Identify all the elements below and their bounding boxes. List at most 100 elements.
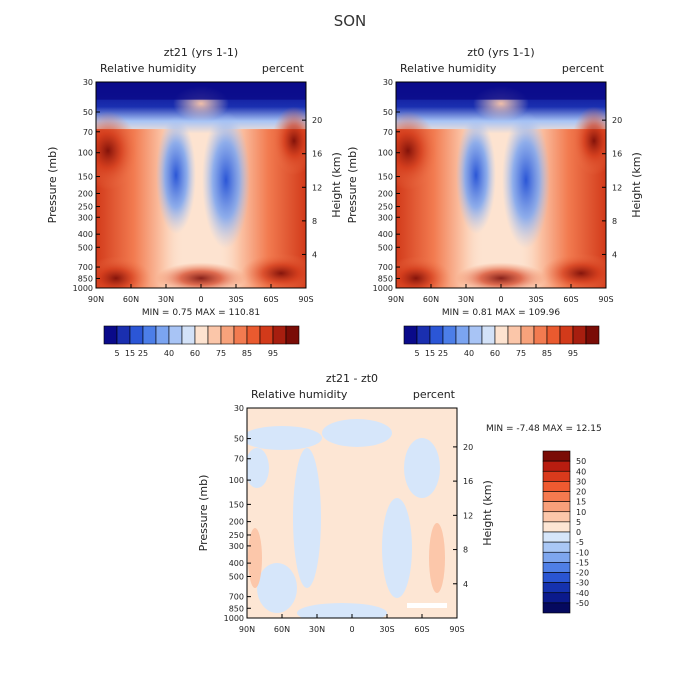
field-dry-zone [502, 111, 550, 249]
colorbar-swatch [194, 325, 209, 345]
y-tick-label: 1000 [224, 614, 244, 623]
colorbar-swatch [220, 325, 235, 345]
y-tick-label: 150 [78, 173, 93, 182]
y2-tick-label: 16 [463, 477, 473, 486]
stats-label: MIN = 0.75 MAX = 110.81 [142, 308, 260, 318]
y-tick-label: 400 [229, 559, 244, 568]
x-tick-label: 90N [88, 295, 104, 304]
colorbar-swatch [442, 325, 457, 345]
y2-tick-label: 16 [612, 150, 622, 159]
field-area [247, 408, 457, 618]
x-tick-label: 30S [228, 295, 243, 304]
panel-1: zt0 (yrs 1-1) Relative humidity percent 90N… [346, 46, 643, 358]
field-label: Relative humidity [100, 62, 197, 75]
y2-tick-label: 20 [312, 116, 322, 125]
field-blob [396, 111, 438, 190]
field-neg-zone [382, 498, 412, 598]
x-tick-label: 90S [298, 295, 313, 304]
field-dry-zone [156, 116, 196, 235]
y-tick-label: 100 [78, 149, 93, 158]
field-neg-zone [404, 438, 440, 498]
field-neg-zone [297, 603, 387, 618]
panel-title: zt0 (yrs 1-1) [467, 46, 534, 59]
colorbar-swatch [103, 325, 118, 345]
panel-0: zt21 (yrs 1-1) Relative humidity percent 90… [46, 46, 343, 358]
colorbar-swatch [542, 460, 571, 472]
colorbar-swatch [542, 582, 571, 594]
y-tick-label: 250 [378, 203, 393, 212]
colorbar-swatch [542, 481, 571, 492]
colorbar-label: 5 [414, 349, 419, 358]
units-label: percent [262, 62, 305, 75]
colorbar-swatch [272, 325, 287, 345]
x-tick-label: 0 [349, 625, 354, 634]
colorbar-swatch [542, 602, 571, 614]
field-blob [396, 256, 451, 289]
x-tick-label: 30N [309, 625, 325, 634]
y-tick-label: 70 [383, 128, 393, 137]
field-blob [156, 262, 246, 289]
y-tick-label: 1000 [373, 284, 393, 293]
y-axis-label: Pressure (mb) [197, 475, 210, 552]
colorbar-swatch [542, 521, 571, 533]
y2-tick-label: 20 [463, 443, 473, 452]
y2-axis-label: Height (km) [330, 152, 343, 218]
y-tick-label: 850 [78, 274, 93, 283]
colorbar-label: 10 [576, 508, 586, 517]
field-neg-zone [247, 448, 269, 488]
colorbar-label: -20 [576, 569, 589, 578]
y-tick-label: 70 [83, 128, 93, 137]
x-tick-label: 90N [388, 295, 404, 304]
colorbar-swatch [542, 562, 571, 573]
field-neg-zone [293, 448, 321, 588]
x-tick-label: 0 [198, 295, 203, 304]
x-tick-label: 60S [563, 295, 578, 304]
field-blob [96, 256, 151, 289]
colorbar-swatch [246, 325, 261, 345]
y-tick-label: 400 [78, 230, 93, 239]
units-label: percent [562, 62, 605, 75]
panel-title: zt21 (yrs 1-1) [164, 46, 238, 59]
colorbar-label: 5 [576, 518, 581, 527]
colorbar-label: 40 [576, 467, 586, 476]
colorbar: 5 15 25 40 60 75 85 95 [103, 325, 300, 358]
field-dry-zone [202, 111, 250, 249]
colorbar-swatch [259, 325, 274, 345]
colorbar-swatch [542, 470, 571, 482]
colorbar-label: 40 [164, 349, 174, 358]
colorbar-swatch [429, 325, 444, 345]
colorbar-swatch [542, 511, 571, 523]
colorbar-label: 50 [576, 457, 586, 466]
colorbar-swatch [542, 531, 571, 543]
colorbar-swatch [285, 325, 300, 345]
colorbar-label: -40 [576, 589, 589, 598]
colorbar-label: 20 [576, 488, 586, 497]
colorbar-swatch [542, 501, 571, 513]
x-tick-label: 60N [423, 295, 439, 304]
colorbar-label: 15 [576, 498, 586, 507]
colorbar-label: -5 [576, 538, 584, 547]
colorbar-swatch [233, 325, 248, 345]
y-tick-label: 250 [78, 203, 93, 212]
stats-label: MIN = -7.48 MAX = 12.15 [486, 424, 602, 434]
field-pos-zone [248, 528, 262, 588]
field-neg-zone [322, 419, 392, 447]
x-tick-label: 30S [379, 625, 394, 634]
colorbar-label: 60 [190, 349, 200, 358]
colorbar-label: 95 [268, 349, 278, 358]
colorbar-label: 15 [425, 349, 435, 358]
y-tick-label: 30 [83, 78, 93, 87]
y-tick-label: 1000 [73, 284, 93, 293]
colorbar-swatch [520, 325, 535, 345]
field-dry-zone [456, 116, 496, 235]
field-neg-zone [247, 426, 322, 450]
y-tick-label: 200 [378, 189, 393, 198]
y-tick-label: 200 [78, 189, 93, 198]
colorbar-swatch [168, 325, 183, 345]
colorbar-label: 30 [576, 477, 586, 486]
panel-title: zt21 - zt0 [326, 372, 378, 385]
x-tick-label: 30N [158, 295, 174, 304]
y-axis-label: Pressure (mb) [346, 147, 359, 224]
